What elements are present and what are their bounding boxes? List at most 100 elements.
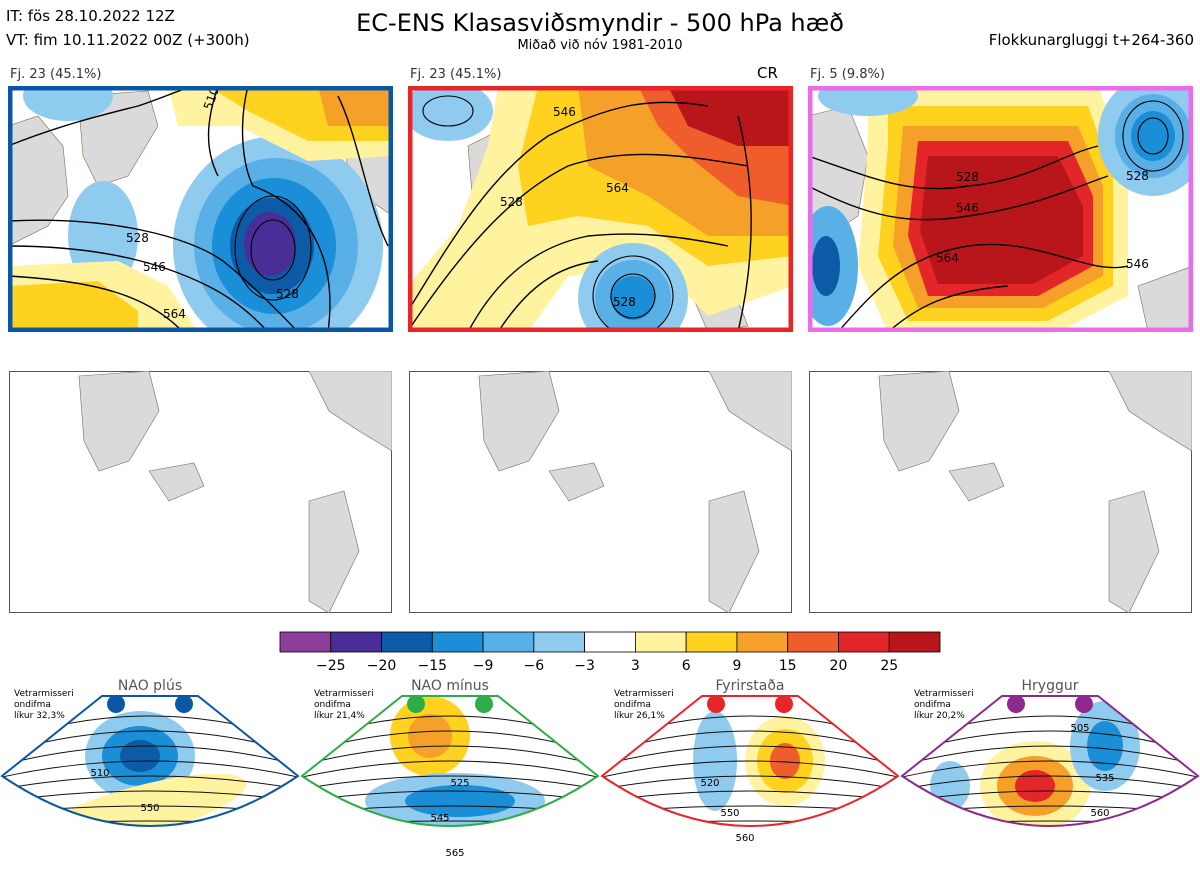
contour-label: 528 — [613, 295, 636, 309]
colorbar-segment — [838, 631, 890, 653]
panel-3-map: 528 546 528 546 564 — [808, 86, 1193, 332]
height-contour — [302, 745, 598, 766]
colorbar-segment — [431, 631, 484, 653]
colorbar-segment — [381, 631, 433, 653]
height-contour — [302, 790, 598, 802]
page-subtitle: Miðað við nóv 1981-2010 — [517, 38, 683, 53]
valid-time: VT: fim 10.11.2022 00Z (+300h) — [6, 31, 250, 49]
colorbar-segment — [279, 631, 332, 653]
panel-3-label: Fj. 5 (9.8%) — [810, 67, 885, 82]
contour-label: 546 — [143, 260, 166, 274]
panel-2-map: 546 564 528 528 — [408, 86, 793, 332]
regime-marker-dot — [707, 695, 725, 713]
colorbar-tick-label: −25 — [316, 658, 346, 674]
regime-note: Vetrarmisseri ondifma líkur 21,4% — [314, 689, 374, 721]
regime-frame — [600, 695, 900, 827]
regime-title: Hryggur — [1022, 678, 1079, 694]
contour-label: 564 — [163, 307, 186, 321]
anomaly-shading — [770, 743, 800, 779]
panel-2-label: Fj. 23 (45.1%) — [410, 67, 502, 82]
contour-label: 560 — [1090, 808, 1109, 819]
panel-1-border — [8, 86, 393, 332]
anomaly-shading — [693, 711, 737, 811]
anomaly-shading — [1015, 770, 1055, 802]
anomaly-shading — [8, 86, 393, 332]
colorbar-segment — [888, 631, 941, 653]
contour-label: 564 — [936, 251, 959, 265]
regime-note: Vetrarmisseri ondifma líkur 20,2% — [914, 689, 974, 721]
regime-marker-dot — [107, 695, 125, 713]
colorbar-segment — [787, 631, 839, 653]
height-contours — [408, 95, 752, 332]
contour-label: 528 — [276, 287, 299, 301]
colorbar-tick-label: −3 — [574, 658, 595, 674]
classification-window: Flokkunargluggi t+264-360 — [988, 31, 1194, 49]
regime-note: Vetrarmisseri ondifma líkur 26,1% — [614, 689, 674, 721]
regime-note-line: líkur 21,4% — [314, 711, 365, 721]
regime-note-line: líkur 32,3% — [14, 711, 65, 721]
anomaly-shading — [408, 86, 793, 332]
regime-note-line: ondifma — [614, 700, 651, 710]
contour-label: 528 — [500, 195, 523, 209]
blank-map-3 — [809, 371, 1192, 613]
regime-marker-dot — [175, 695, 193, 713]
panel-1-label: Fj. 23 (45.1%) — [10, 67, 102, 82]
contour-label: 528 — [956, 170, 979, 184]
regime-note-line: ondifma — [14, 700, 51, 710]
height-contour — [2, 760, 298, 778]
regime-panel: 505 535 560 Hryggur Vetrarmisseri ondifma líku… — [900, 678, 1200, 827]
contour-label: 520 — [700, 778, 719, 789]
blank-map-1 — [9, 371, 392, 613]
regime-title: NAO plús — [118, 678, 182, 694]
colorbar-segment — [685, 631, 738, 653]
regime-note-line: líkur 26,1% — [614, 711, 665, 721]
panel-2-border — [408, 86, 793, 332]
contour-label: 528 — [126, 231, 149, 245]
contour-label: 546 — [1126, 257, 1149, 271]
colorbar-tick-label: −20 — [367, 658, 397, 674]
colorbar-segment — [634, 631, 687, 653]
colorbar-tick-label: 20 — [830, 658, 848, 674]
regime-marker-dot — [407, 695, 425, 713]
colorbar-segment — [584, 631, 636, 653]
contour-label: 550 — [140, 803, 159, 814]
contour-label: 525 — [450, 778, 469, 789]
contour-label: 550 — [720, 808, 739, 819]
regime-panel: 510 550 NAO plús Vetrarmisseri ondifma líkur … — [0, 678, 300, 827]
height-contour — [602, 790, 898, 802]
contour-label: 535 — [1095, 773, 1114, 784]
blank-map-2 — [409, 371, 792, 613]
colorbar-tick-label: 15 — [779, 658, 797, 674]
regime-note-line: ondifma — [914, 700, 951, 710]
contour-label: 560 — [735, 833, 754, 844]
panel-3-border — [808, 86, 1193, 332]
regime-title: Fyrirstaða — [716, 678, 785, 694]
colorbar-segment — [330, 631, 382, 653]
height-contour — [302, 836, 598, 837]
height-contour — [902, 760, 1198, 778]
contour-label: 546 — [553, 105, 576, 119]
regime-note: Vetrarmisseri ondifma líkur 32,3% — [14, 689, 74, 721]
page-title: EC-ENS Klasasviðsmyndir - 500 hPa hæð — [356, 9, 844, 37]
height-contour — [302, 760, 598, 778]
regime-marker-dot — [775, 695, 793, 713]
height-contour — [602, 849, 898, 851]
colorbar-tick-label: 6 — [682, 658, 691, 674]
contour-label: 545 — [430, 813, 449, 824]
regime-marker-dot — [475, 695, 493, 713]
height-contour — [902, 775, 1198, 790]
contour-label: 510 — [90, 768, 109, 779]
height-contours — [8, 86, 389, 332]
regime-note-line: Vetrarmisseri — [614, 689, 674, 699]
anomaly-shading — [120, 740, 160, 772]
regime-note-line: Vetrarmisseri — [14, 689, 74, 699]
regime-marker-dot — [1007, 695, 1025, 713]
land-masses — [808, 105, 1193, 332]
contour-label: 564 — [606, 181, 629, 195]
panel-1-map: 528 546 564 528 510 — [8, 86, 393, 332]
colorbar: −25 −20 −15 −9 −6 −3 3 6 9 15 20 25 — [279, 631, 941, 674]
regime-note-line: Vetrarmisseri — [914, 689, 974, 699]
regime-note-line: líkur 20,2% — [914, 711, 965, 721]
height-contour — [2, 775, 298, 790]
